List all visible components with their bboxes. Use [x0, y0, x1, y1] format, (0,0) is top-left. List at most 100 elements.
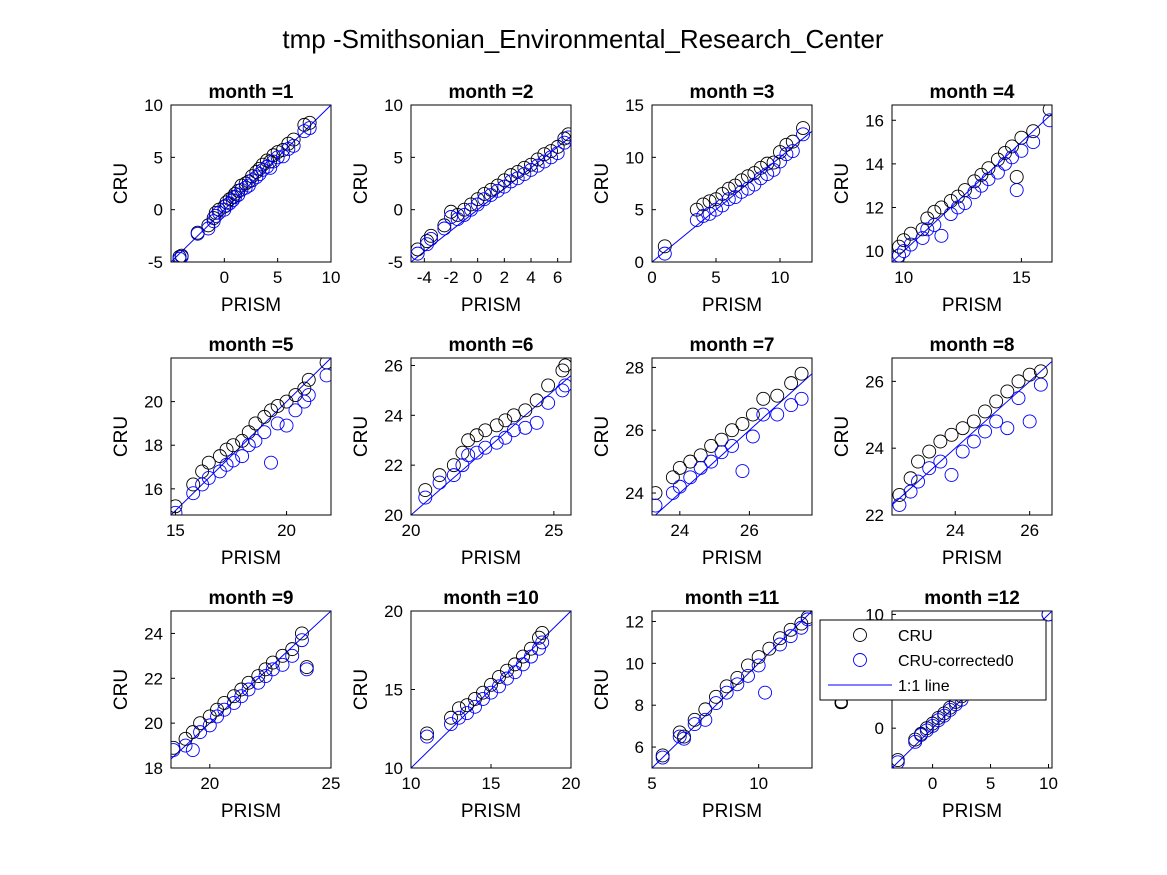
x-axis-label: PRISM — [461, 801, 521, 822]
y-tick-label: 12 — [625, 612, 644, 631]
y-tick-label: 0 — [875, 719, 884, 738]
point-cru-corrected — [696, 208, 711, 223]
x-tick-label: 10 — [894, 268, 913, 287]
y-tick-label: 10 — [625, 654, 644, 673]
point-cru — [193, 716, 208, 731]
point-cru — [241, 675, 256, 690]
x-axis-label: PRISM — [221, 801, 281, 822]
point-cru-corrected — [892, 498, 907, 512]
point-cru — [933, 434, 948, 449]
y-tick-label: 20 — [384, 506, 403, 525]
y-tick-label: 10 — [625, 148, 644, 167]
point-cru-corrected — [719, 685, 734, 700]
point-cru — [766, 155, 781, 170]
point-cru-corrected — [1000, 421, 1015, 436]
y-tick-label: 26 — [865, 372, 884, 391]
y-axis-label: CRU — [592, 669, 613, 710]
plot-area — [171, 358, 331, 515]
point-cru-corrected — [735, 464, 750, 478]
legend-label: CRU — [898, 628, 933, 645]
x-tick-label: 25 — [322, 774, 341, 793]
point-cru-corrected — [955, 444, 970, 459]
point-cru — [544, 144, 558, 159]
point-cru-corrected — [241, 682, 256, 697]
point-cru — [201, 455, 216, 470]
subplot-title: month =4 — [930, 82, 1015, 103]
point-cru-corrected — [903, 237, 918, 252]
subplot-month-10: 10 15 20 10 15 20 month =10 PRISM CRU — [351, 588, 580, 822]
point-cru-corrected — [518, 420, 533, 435]
x-tick-label: 20 — [402, 521, 421, 540]
point-cru-corrected — [950, 200, 965, 215]
x-tick-label: -2 — [443, 268, 458, 287]
point-cru-corrected — [1026, 135, 1041, 150]
x-tick-label: 15 — [166, 521, 185, 540]
subplot-month-1: 0 5 10 -5 0 5 10 month =1 PRISM CRU — [111, 82, 340, 316]
subplot-title: month =11 — [685, 588, 780, 609]
subplot-title: month =7 — [690, 335, 775, 356]
y-tick-label: 12 — [865, 198, 884, 217]
y-tick-label: 0 — [635, 253, 644, 272]
point-cru — [741, 658, 755, 673]
figure-title: tmp -Smithsonian_Environmental_Research_… — [282, 24, 884, 54]
y-tick-label: 20 — [144, 393, 163, 412]
y-tick-label: 24 — [384, 406, 403, 425]
point-cru — [484, 677, 498, 692]
point-cru-corrected — [672, 479, 687, 494]
x-tick-label: 0 — [220, 268, 229, 287]
point-cru — [683, 454, 698, 469]
point-cru — [186, 477, 201, 492]
point-cru-corrected — [756, 407, 771, 422]
point-cru-corrected — [265, 662, 280, 677]
point-cru-corrected — [1033, 377, 1048, 392]
point-cru-corrected — [286, 138, 301, 153]
point-cru-corrected — [420, 237, 434, 252]
point-cru-corrected — [484, 188, 498, 202]
point-cru — [770, 388, 785, 403]
x-axis-label: PRISM — [942, 295, 1002, 316]
point-cru-corrected — [1009, 183, 1024, 197]
point-cru-corrected — [264, 455, 278, 470]
point-cru — [516, 649, 530, 664]
point-cru — [185, 725, 200, 740]
x-tick-label: 0 — [473, 268, 482, 287]
y-tick-label: 24 — [625, 484, 644, 503]
x-tick-label: 24 — [946, 521, 965, 540]
point-cru-corrected — [966, 434, 981, 449]
point-cru-corrected — [516, 657, 530, 672]
point-cru — [420, 726, 434, 741]
point-cru — [510, 165, 525, 179]
point-cru — [989, 394, 1004, 409]
point-cru — [785, 134, 800, 149]
y-tick-label: -5 — [388, 253, 403, 272]
point-cru-corrected — [550, 146, 565, 161]
point-cru-corrected — [257, 425, 272, 440]
point-cru-corrected — [990, 165, 1005, 180]
point-cru-corrected — [299, 662, 314, 677]
axes-box — [410, 357, 572, 516]
point-cru-corrected — [492, 679, 506, 694]
y-tick-label: 18 — [144, 436, 163, 455]
point-cru — [558, 358, 571, 373]
y-tick-label: 24 — [865, 439, 884, 458]
plot-area — [411, 611, 571, 768]
plot-area — [171, 105, 331, 262]
point-cru-corrected — [193, 725, 208, 740]
point-cru-corrected — [171, 505, 183, 515]
subplot-title: month =12 — [924, 588, 1020, 609]
point-cru-corrected — [186, 486, 201, 501]
point-cru — [484, 182, 498, 197]
point-cru — [477, 187, 492, 201]
point-cru-corrected — [174, 249, 189, 262]
point-cru — [944, 427, 959, 442]
y-axis-label: CRU — [351, 669, 372, 710]
point-cru-corrected — [922, 461, 937, 476]
x-tick-label: 10 — [322, 268, 341, 287]
point-cru-corrected — [1005, 150, 1019, 165]
y-tick-label: 10 — [144, 96, 163, 115]
point-cru-corrected — [751, 658, 766, 673]
point-cru-corrected — [978, 424, 992, 439]
y-tick-label: 26 — [384, 356, 403, 375]
point-cru-corrected — [504, 174, 518, 189]
